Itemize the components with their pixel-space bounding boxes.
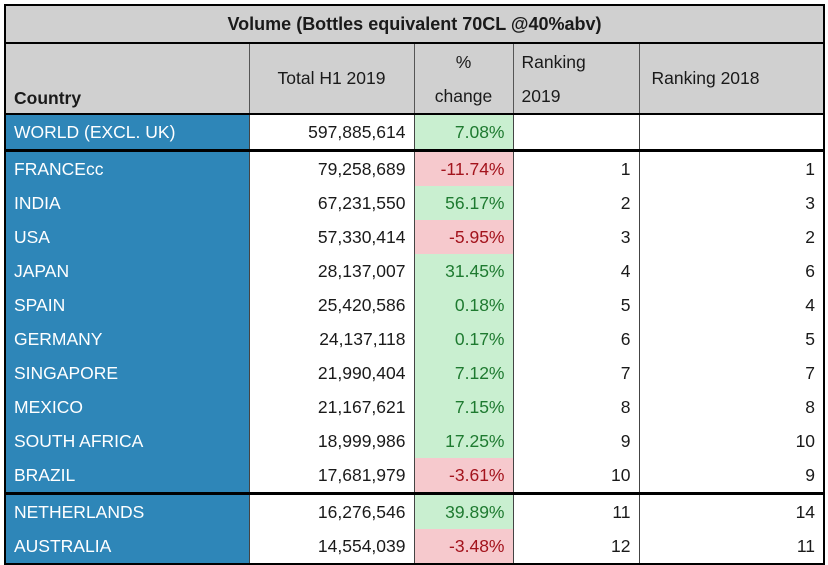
world-country: WORLD (EXCL. UK): [5, 114, 249, 152]
header-percent-line1: %: [455, 51, 472, 72]
total-cell: 18,999,986: [248, 424, 414, 458]
header-percent-change: % change: [413, 43, 513, 114]
volume-table-container: Volume (Bottles equivalent 70CL @40%abv)…: [3, 4, 826, 565]
rank-2018-cell: 14: [638, 493, 825, 529]
table-row: SOUTH AFRICA 18,999,986 17.25% 9 10: [5, 424, 825, 458]
rank-2019-cell: 7: [512, 356, 639, 390]
table-row: JAPAN 28,137,007 31.45% 4 6: [5, 254, 825, 288]
total-cell: 17,681,979: [248, 458, 414, 495]
table-row: SINGAPORE 21,990,404 7.12% 7 7: [5, 356, 825, 390]
header-percent-line2: change: [434, 85, 493, 106]
rank-2018-cell: 9: [638, 458, 825, 495]
table-row: USA 57,330,414 -5.95% 3 2: [5, 220, 825, 254]
table-row: AUSTRALIA 14,554,039 -3.48% 12 11: [5, 529, 825, 564]
total-cell: 24,137,118: [248, 322, 414, 356]
country-cell: FRANCEcc: [5, 150, 249, 186]
total-cell: 14,554,039: [248, 529, 414, 564]
rank-2018-cell: 7: [638, 356, 825, 390]
change-cell: -3.61%: [413, 458, 513, 495]
change-cell: 39.89%: [413, 493, 513, 529]
world-rank-2018: [638, 114, 825, 152]
rank-2019-cell: 1: [512, 150, 639, 186]
rank-2019-cell: 9: [512, 424, 639, 458]
header-ranking-2018: Ranking 2018: [638, 43, 825, 114]
rank-2019-cell: 5: [512, 288, 639, 322]
rank-2018-cell: 11: [638, 529, 825, 564]
change-cell: 17.25%: [413, 424, 513, 458]
rank-2019-cell: 3: [512, 220, 639, 254]
country-cell: NETHERLANDS: [5, 493, 249, 529]
country-cell: SPAIN: [5, 288, 249, 322]
total-cell: 28,137,007: [248, 254, 414, 288]
total-cell: 67,231,550: [248, 186, 414, 220]
rank-2019-cell: 4: [512, 254, 639, 288]
table-row: FRANCEcc 79,258,689 -11.74% 1 1: [5, 150, 825, 186]
country-cell: AUSTRALIA: [5, 529, 249, 564]
table-row: SPAIN 25,420,586 0.18% 5 4: [5, 288, 825, 322]
change-cell: 0.17%: [413, 322, 513, 356]
header-row: Country Total H1 2019 % change Ranking 2…: [5, 43, 825, 114]
header-country: Country: [14, 88, 82, 108]
total-cell: 25,420,586: [248, 288, 414, 322]
volume-table: Volume (Bottles equivalent 70CL @40%abv)…: [3, 4, 826, 565]
country-cell: SOUTH AFRICA: [5, 424, 249, 458]
change-cell: 7.12%: [413, 356, 513, 390]
rank-2019-cell: 6: [512, 322, 639, 356]
country-cell: BRAZIL: [5, 458, 249, 495]
change-cell: -5.95%: [413, 220, 513, 254]
change-cell: 0.18%: [413, 288, 513, 322]
rank-2018-cell: 5: [638, 322, 825, 356]
change-cell: -11.74%: [413, 150, 513, 186]
country-cell: GERMANY: [5, 322, 249, 356]
change-cell: 31.45%: [413, 254, 513, 288]
rank-2019-cell: 8: [512, 390, 639, 424]
total-cell: 16,276,546: [248, 493, 414, 529]
country-cell: USA: [5, 220, 249, 254]
table-row: MEXICO 21,167,621 7.15% 8 8: [5, 390, 825, 424]
rank-2018-cell: 3: [638, 186, 825, 220]
rank-2018-cell: 8: [638, 390, 825, 424]
world-total: 597,885,614: [248, 114, 414, 152]
header-ranking-2019: Ranking 2019: [512, 43, 639, 114]
rank-2018-cell: 2: [638, 220, 825, 254]
rank-2019-cell: 12: [512, 529, 639, 564]
rank-2018-cell: 6: [638, 254, 825, 288]
total-cell: 79,258,689: [248, 150, 414, 186]
rank-2018-cell: 10: [638, 424, 825, 458]
change-cell: -3.48%: [413, 529, 513, 564]
table-row: GERMANY 24,137,118 0.17% 6 5: [5, 322, 825, 356]
rank-2019-cell: 2: [512, 186, 639, 220]
world-rank-2019: [512, 114, 639, 152]
change-cell: 7.15%: [413, 390, 513, 424]
table-row: NETHERLANDS 16,276,546 39.89% 11 14: [5, 493, 825, 529]
rank-2019-cell: 11: [512, 493, 639, 529]
world-change: 7.08%: [413, 114, 513, 152]
total-cell: 57,330,414: [248, 220, 414, 254]
change-cell: 56.17%: [413, 186, 513, 220]
rank-2018-cell: 1: [638, 150, 825, 186]
rank-2018-cell: 4: [638, 288, 825, 322]
country-cell: SINGAPORE: [5, 356, 249, 390]
table-row: INDIA 67,231,550 56.17% 2 3: [5, 186, 825, 220]
country-cell: JAPAN: [5, 254, 249, 288]
total-cell: 21,990,404: [248, 356, 414, 390]
world-row: WORLD (EXCL. UK) 597,885,614 7.08%: [5, 114, 825, 152]
total-cell: 21,167,621: [248, 390, 414, 424]
rank-2019-cell: 10: [512, 458, 639, 495]
country-cell: INDIA: [5, 186, 249, 220]
table-title: Volume (Bottles equivalent 70CL @40%abv): [3, 4, 826, 44]
header-ranking-2019-line1: Ranking: [521, 51, 586, 72]
table-row: BRAZIL 17,681,979 -3.61% 10 9: [5, 458, 825, 495]
header-total-h1-2019: Total H1 2019: [248, 43, 414, 114]
country-cell: MEXICO: [5, 390, 249, 424]
header-ranking-2019-line2: 2019: [521, 85, 561, 106]
